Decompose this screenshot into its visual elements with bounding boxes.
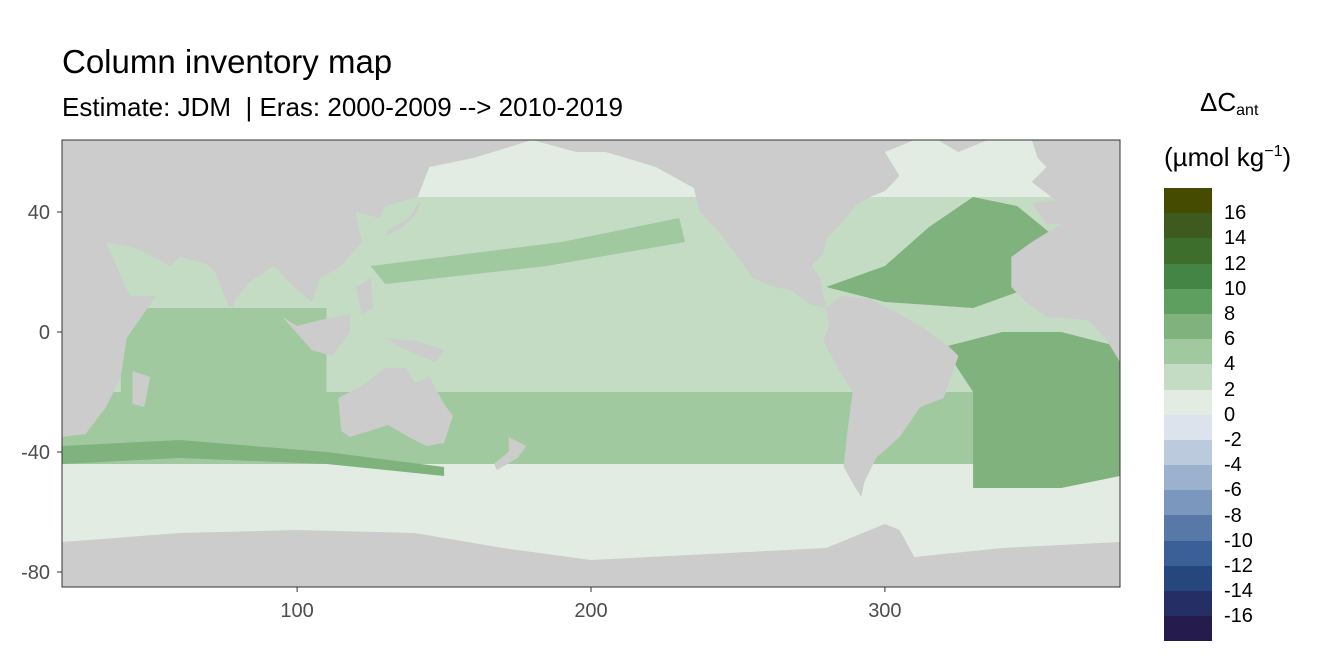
chart-subtitle: Estimate: JDM | Eras: 2000-2009 --> 2010… [62, 92, 623, 122]
legend-swatch [1164, 540, 1212, 566]
legend-label: 8 [1224, 303, 1236, 325]
zone-north-atlantic [826, 197, 1062, 308]
legend-label: 2 [1224, 378, 1236, 401]
legend-swatch [1164, 263, 1212, 289]
legend-swatch [1164, 389, 1212, 415]
legend-swatch [1164, 465, 1212, 491]
legend-label: 6 [1224, 328, 1236, 351]
legend-unit: (µmol kg−1) [1164, 142, 1292, 172]
zone-south-atlantic [943, 332, 1120, 488]
legend-label: -12 [1224, 555, 1253, 577]
land-greenland [937, 140, 988, 152]
land-indonesia [282, 314, 350, 356]
legend-label: 14 [1224, 227, 1247, 250]
legend-label: 0 [1224, 403, 1236, 426]
legend-swatch [1164, 616, 1212, 642]
land-madagascar [132, 371, 151, 407]
legend-swatch [1164, 213, 1212, 239]
land-australia [338, 368, 453, 446]
x-tick-label: 100 [280, 600, 313, 622]
y-tick-label: 0 [39, 322, 50, 344]
chart-title: Column inventory map [62, 43, 393, 80]
land-eurasia [62, 140, 533, 308]
land-south-america [823, 296, 959, 497]
legend-label: -8 [1224, 504, 1242, 527]
x-tick-label: 200 [574, 600, 607, 622]
legend-label: 12 [1224, 252, 1247, 275]
legend-label: -14 [1224, 580, 1253, 603]
legend-swatch [1164, 188, 1212, 214]
land-africa [62, 230, 156, 437]
legend-label: -6 [1224, 479, 1242, 502]
zone-north-pacific-streak [370, 218, 685, 284]
land-philippines [355, 278, 374, 314]
legend-swatch [1164, 238, 1212, 264]
land-europe-west-africa [1011, 140, 1120, 362]
y-tick-label: -80 [21, 562, 50, 584]
legend-swatch [1164, 591, 1212, 617]
legend-label: -4 [1224, 454, 1242, 477]
land-japan [385, 200, 421, 236]
y-tick-label: -40 [21, 442, 50, 464]
legend-label: -16 [1224, 605, 1253, 628]
legend-label: 16 [1224, 202, 1247, 225]
legend-swatch [1164, 515, 1212, 541]
land-new-guinea [385, 338, 445, 362]
land-new-zealand [494, 437, 527, 470]
legend-swatch [1164, 339, 1212, 365]
legend-label: -10 [1224, 529, 1253, 552]
land-north-america [532, 140, 915, 308]
y-tick-label: 40 [28, 202, 50, 224]
legend-swatch [1164, 313, 1212, 340]
land-antarctica [62, 524, 1120, 587]
legend-swatch [1164, 439, 1212, 466]
legend-swatch [1164, 364, 1212, 390]
legend-swatch [1164, 414, 1212, 440]
legend-colorbar [1164, 188, 1212, 642]
legend-swatch [1164, 565, 1212, 591]
x-tick-label: 300 [868, 600, 901, 622]
land-india [203, 260, 262, 308]
zone-southern-streak [62, 440, 445, 476]
legend-label: -2 [1224, 429, 1242, 451]
legend-swatch [1164, 288, 1212, 314]
zone-indian-tropics [120, 308, 327, 392]
legend-label: 10 [1224, 277, 1247, 300]
legend-swatch [1164, 490, 1212, 516]
legend-label: 4 [1224, 353, 1236, 376]
legend-title: ΔCant [1200, 87, 1259, 119]
